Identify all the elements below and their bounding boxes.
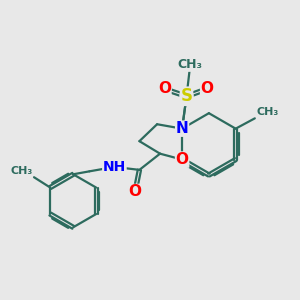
Circle shape	[176, 122, 189, 135]
Text: CH₃: CH₃	[256, 107, 278, 117]
Text: CH₃: CH₃	[177, 58, 202, 71]
Circle shape	[158, 82, 171, 95]
Circle shape	[128, 185, 142, 198]
Text: O: O	[128, 184, 142, 200]
Text: CH₃: CH₃	[10, 166, 33, 176]
Text: N: N	[176, 121, 188, 136]
Text: O: O	[201, 81, 214, 96]
Circle shape	[176, 153, 189, 166]
Circle shape	[108, 160, 121, 173]
Text: O: O	[158, 81, 171, 96]
Circle shape	[180, 90, 193, 103]
Text: NH: NH	[103, 160, 126, 174]
Text: O: O	[176, 152, 189, 167]
Circle shape	[201, 82, 214, 95]
Text: S: S	[181, 87, 193, 105]
